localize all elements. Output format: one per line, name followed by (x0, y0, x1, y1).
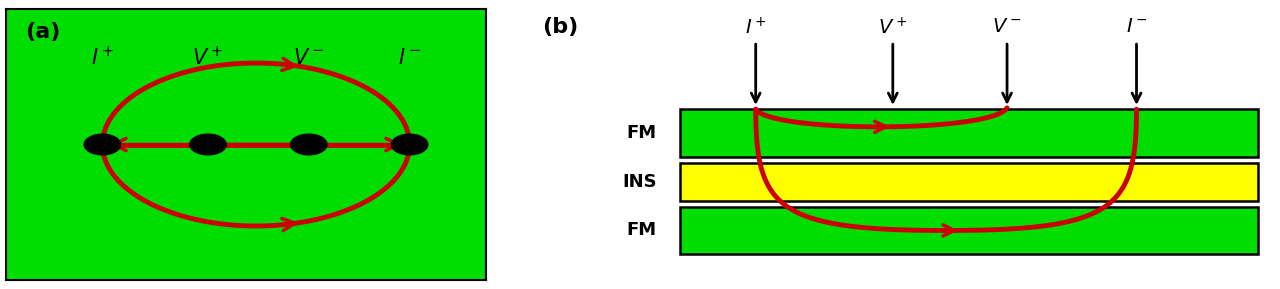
Text: $V^-$: $V^-$ (293, 48, 325, 68)
Bar (680, 163, 1258, 201)
Bar (680, 109, 1258, 157)
Text: (a): (a) (26, 22, 61, 42)
Text: $I^+$: $I^+$ (745, 17, 767, 38)
Circle shape (84, 134, 120, 155)
Text: FM: FM (627, 221, 657, 240)
Text: $I^-$: $I^-$ (1125, 17, 1147, 36)
Text: $V^+$: $V^+$ (878, 17, 908, 38)
Bar (680, 207, 1258, 254)
Text: FM: FM (627, 124, 657, 142)
Circle shape (291, 134, 328, 155)
Circle shape (392, 134, 428, 155)
Text: INS: INS (622, 173, 657, 191)
Text: $I^-$: $I^-$ (398, 48, 421, 68)
Text: (b): (b) (543, 17, 579, 37)
Text: $V^-$: $V^-$ (992, 17, 1021, 36)
Text: $V^+$: $V^+$ (192, 46, 224, 69)
Circle shape (189, 134, 227, 155)
Text: $I^+$: $I^+$ (91, 46, 114, 69)
